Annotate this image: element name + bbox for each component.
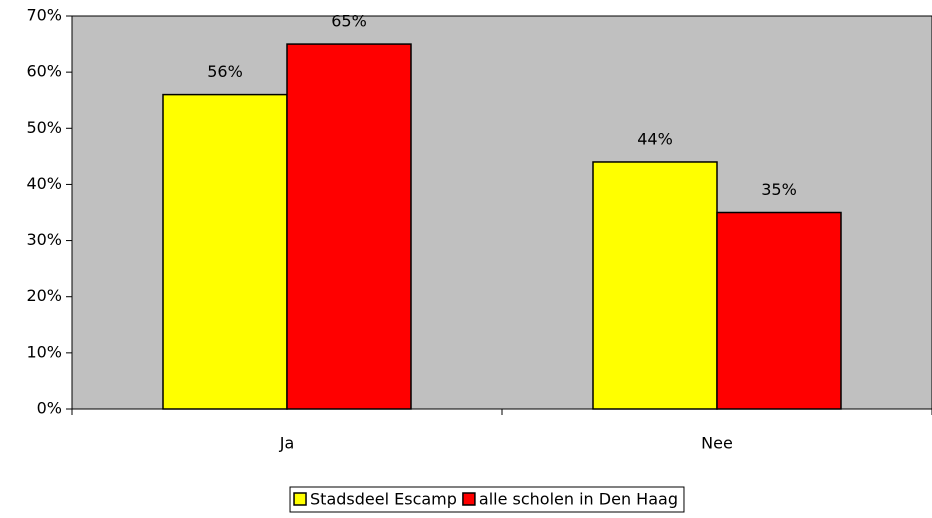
y-tick-label: 50% xyxy=(26,118,62,137)
y-tick-label: 60% xyxy=(26,62,62,81)
y-tick-label: 40% xyxy=(26,174,62,193)
x-tick-label: Ja xyxy=(279,434,295,453)
bar xyxy=(162,93,288,410)
x-tick-label: Nee xyxy=(701,434,733,453)
legend-label: Stadsdeel Escamp xyxy=(310,490,457,509)
legend-label: alle scholen in Den Haag xyxy=(479,490,678,509)
bar xyxy=(592,161,718,410)
bar xyxy=(716,211,842,410)
legend-swatch xyxy=(462,492,476,506)
value-label: 65% xyxy=(331,12,367,31)
legend-swatch xyxy=(293,492,307,506)
y-tick-label: 10% xyxy=(26,342,62,361)
value-label: 44% xyxy=(637,129,673,148)
y-tick-label: 20% xyxy=(26,286,62,305)
value-label: 35% xyxy=(761,180,797,199)
y-tick-label: 30% xyxy=(26,230,62,249)
legend xyxy=(289,486,685,513)
value-label: 56% xyxy=(207,62,243,81)
y-tick-label: 70% xyxy=(26,6,62,25)
y-tick-label: 0% xyxy=(37,399,62,418)
bar xyxy=(286,43,412,410)
